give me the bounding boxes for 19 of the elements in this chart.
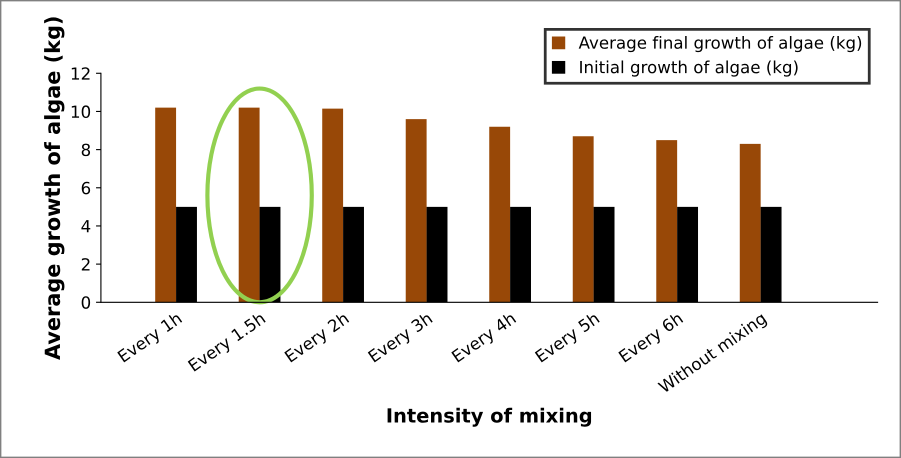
y-tick-label: 4: [81, 220, 90, 232]
y-tick-label: 0: [82, 296, 90, 309]
y-tick-label: 12: [72, 67, 90, 80]
bar: [238, 108, 260, 302]
y-axis-title: Average growth of algae (kg): [44, 17, 64, 360]
bar: [155, 108, 176, 302]
legend-label: Initial growth of algae (kg): [580, 60, 798, 77]
y-tick-label: 6: [82, 182, 90, 194]
legend-label: Average final growth of algae (kg): [578, 36, 862, 52]
bar: [656, 140, 678, 302]
y-tick-label: 8: [82, 144, 90, 156]
bar: [322, 108, 344, 302]
x-axis-title: Intensity of mixing: [388, 408, 592, 427]
bar: [406, 119, 427, 302]
y-tick-label: 10: [72, 105, 90, 118]
y-tick-label: 2: [82, 258, 90, 270]
bar: [572, 136, 594, 302]
bar: [489, 126, 510, 302]
bar: [740, 144, 761, 302]
